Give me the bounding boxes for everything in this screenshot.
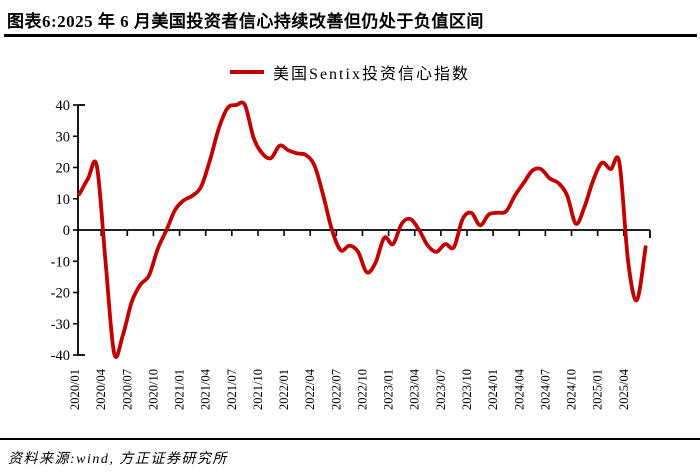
- y-tick-label: 10: [56, 192, 71, 208]
- y-tick-label: 0: [63, 223, 70, 239]
- x-tick-label: 2025/01: [591, 369, 605, 410]
- source-note: 资料来源:wind, 方正证券研究所: [8, 452, 228, 467]
- y-tick-label: -30: [51, 317, 70, 333]
- x-tick-label: 2020/07: [120, 369, 134, 410]
- x-tick-label: 2022/01: [277, 369, 291, 410]
- x-tick-label: 2020/10: [146, 369, 160, 410]
- chart-legend: 美国Sentix投资信心指数: [0, 60, 700, 84]
- legend-series-label: 美国Sentix投资信心指数: [273, 66, 470, 83]
- legend-line-marker: [230, 70, 265, 74]
- x-tick-label: 2021/04: [199, 368, 213, 410]
- series-line: [77, 100, 648, 359]
- x-tick-label: 2021/01: [173, 369, 187, 410]
- x-tick-label: 2021/10: [251, 369, 265, 410]
- x-tick-label: 2022/07: [329, 369, 343, 410]
- y-tick-label: -10: [51, 254, 70, 270]
- x-tick-label: 2023/01: [382, 369, 396, 410]
- y-tick-label: 40: [56, 98, 71, 114]
- y-tick-label: 20: [56, 161, 71, 177]
- x-tick-label: 2021/07: [225, 369, 239, 410]
- x-tick-label: 2023/07: [434, 369, 448, 410]
- y-tick-label: -40: [51, 348, 70, 364]
- title-underline: [4, 34, 697, 37]
- x-tick-label: 2024/07: [538, 369, 552, 410]
- page-title: 图表6:2025 年 6 月美国投资者信心持续改善但仍处于负值区间: [7, 12, 484, 31]
- x-tick-label: 2024/01: [486, 369, 500, 410]
- x-tick-label: 2020/01: [68, 369, 82, 410]
- y-tick-label: -20: [51, 286, 70, 302]
- x-tick-label: 2022/04: [303, 368, 317, 410]
- x-tick-label: 2025/04: [617, 368, 631, 410]
- x-tick-label: 2023/10: [460, 369, 474, 410]
- x-tick-label: 2023/04: [408, 368, 422, 410]
- y-tick-label: 30: [56, 129, 71, 145]
- x-tick-label: 2022/10: [355, 369, 369, 410]
- x-tick-label: 2024/10: [565, 369, 579, 410]
- x-tick-label: 2020/04: [94, 368, 108, 410]
- footer-divider: [0, 438, 700, 440]
- x-tick-label: 2024/04: [512, 368, 526, 410]
